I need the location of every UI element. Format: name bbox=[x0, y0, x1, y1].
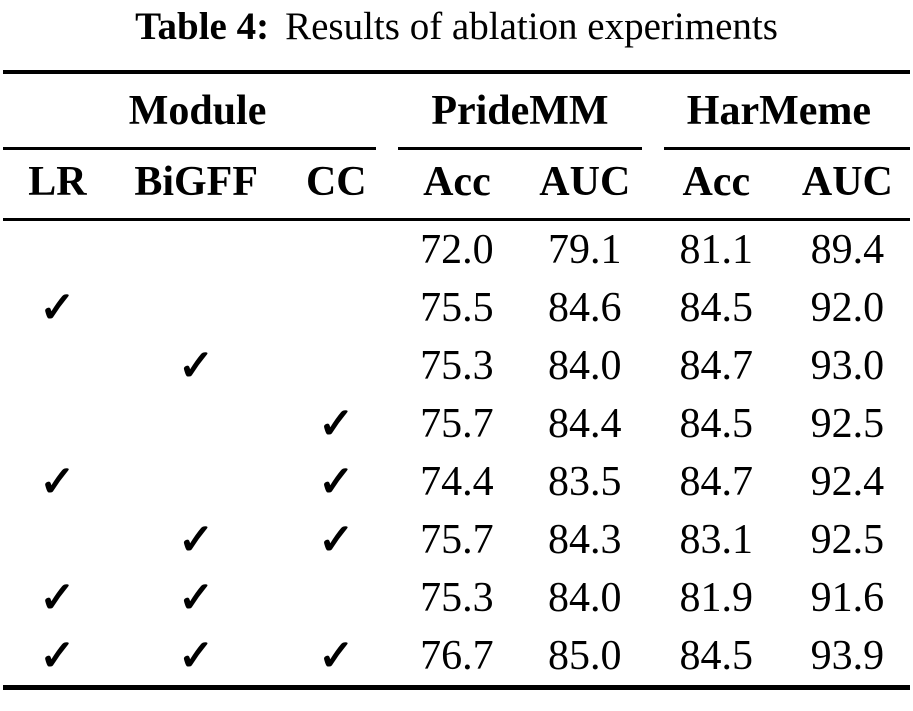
lr-checkmark-cell bbox=[3, 337, 112, 395]
harmeme-group-rule bbox=[663, 147, 910, 151]
harmeme-auc-value: 92.0 bbox=[810, 285, 885, 332]
bigff-checkmark-cell bbox=[112, 453, 281, 511]
cc-checkmark-cell: ✓ bbox=[318, 458, 355, 506]
pridemm-auc-value: 84.3 bbox=[548, 517, 622, 564]
pridemm-acc-value: 76.7 bbox=[420, 633, 494, 680]
pridemm-auc-value: 85.0 bbox=[548, 633, 622, 680]
table-caption-label: Table 4: bbox=[135, 5, 270, 48]
harmeme-acc-value: 84.5 bbox=[679, 285, 754, 332]
lr-checkmark-cell bbox=[3, 220, 112, 280]
pridemm-auc-value: 83.5 bbox=[548, 459, 622, 506]
pridemm-auc-value: 84.6 bbox=[548, 285, 622, 332]
module-group-rule bbox=[3, 147, 377, 151]
table-row: ✓ ✓ 75.7 84.3 83.1 92.5 bbox=[3, 511, 910, 569]
harmeme-acc-value: 83.1 bbox=[679, 517, 754, 564]
cc-checkmark-cell bbox=[281, 279, 393, 337]
pridemm-acc-value: 74.4 bbox=[420, 459, 494, 506]
bigff-checkmark-cell bbox=[112, 279, 281, 337]
pridemm-auc-value: 79.1 bbox=[548, 227, 622, 274]
bigff-checkmark-cell: ✓ bbox=[178, 516, 215, 564]
column-header-lr: LR bbox=[3, 150, 112, 222]
column-group-module-label: Module bbox=[128, 88, 267, 134]
table-row: ✓ 75.3 84.0 84.7 93.0 bbox=[3, 337, 910, 395]
table-caption: Table 4: Results of ablation experiments bbox=[0, 0, 913, 68]
harmeme-auc-value: 92.5 bbox=[810, 401, 885, 448]
lr-checkmark-cell bbox=[3, 395, 112, 453]
harmeme-auc-value: 93.0 bbox=[810, 343, 885, 390]
pridemm-group-rule bbox=[398, 147, 642, 151]
column-header-cc: CC bbox=[280, 150, 393, 222]
bigff-checkmark-cell: ✓ bbox=[178, 342, 215, 390]
table-caption-text: Results of ablation experiments bbox=[285, 5, 778, 48]
table-row: ✓ 75.7 84.4 84.5 92.5 bbox=[3, 395, 910, 453]
table-body: 72.0 79.1 81.1 89.4 ✓ 75.5 84.6 84.5 92.… bbox=[3, 220, 910, 688]
bigff-checkmark-cell bbox=[112, 395, 281, 453]
pridemm-auc-value: 84.0 bbox=[548, 343, 622, 390]
cc-checkmark-cell: ✓ bbox=[318, 516, 355, 564]
harmeme-auc-value: 89.4 bbox=[810, 227, 885, 274]
pridemm-acc-value: 72.0 bbox=[420, 227, 494, 274]
lr-checkmark-cell: ✓ bbox=[39, 458, 76, 506]
bigff-checkmark-cell: ✓ bbox=[178, 574, 215, 622]
column-header-harmeme-auc: AUC bbox=[784, 150, 910, 222]
pridemm-acc-value: 75.3 bbox=[420, 575, 494, 622]
bigff-checkmark-cell bbox=[112, 220, 281, 280]
harmeme-acc-value: 84.7 bbox=[679, 343, 754, 390]
cc-checkmark-cell: ✓ bbox=[318, 400, 355, 448]
pridemm-acc-value: 75.3 bbox=[420, 343, 494, 390]
harmeme-auc-value: 92.5 bbox=[810, 517, 885, 564]
table-row: ✓ ✓ 75.3 84.0 81.9 91.6 bbox=[3, 569, 910, 627]
pridemm-acc-value: 75.7 bbox=[420, 401, 494, 448]
pridemm-auc-value: 84.4 bbox=[548, 401, 622, 448]
cc-checkmark-cell bbox=[281, 569, 393, 627]
lr-checkmark-cell: ✓ bbox=[39, 632, 76, 680]
table-row: 72.0 79.1 81.1 89.4 bbox=[3, 220, 910, 280]
cc-checkmark-cell: ✓ bbox=[318, 632, 355, 680]
column-header-row: LR BiGFF CC Acc AUC Acc AUC bbox=[3, 150, 910, 222]
column-header-pridemm-auc: AUC bbox=[521, 150, 648, 222]
table-row: ✓ ✓ ✓ 76.7 85.0 84.5 93.9 bbox=[3, 627, 910, 688]
table-row: ✓ ✓ 74.4 83.5 84.7 92.4 bbox=[3, 453, 910, 511]
harmeme-acc-value: 81.9 bbox=[679, 575, 754, 622]
cc-checkmark-cell bbox=[281, 220, 393, 280]
lr-checkmark-cell: ✓ bbox=[39, 284, 76, 332]
column-group-harmeme: HarMeme bbox=[648, 72, 910, 151]
harmeme-auc-value: 92.4 bbox=[810, 459, 885, 506]
harmeme-acc-value: 84.5 bbox=[679, 633, 754, 680]
harmeme-auc-value: 93.9 bbox=[810, 633, 885, 680]
lr-checkmark-cell bbox=[3, 511, 112, 569]
harmeme-acc-value: 84.7 bbox=[679, 459, 754, 506]
pridemm-acc-value: 75.5 bbox=[420, 285, 494, 332]
column-header-harmeme-acc: Acc bbox=[647, 150, 785, 222]
column-group-harmeme-label: HarMeme bbox=[686, 88, 872, 134]
column-group-pridemm-label: PrideMM bbox=[431, 88, 609, 134]
column-group-pridemm: PrideMM bbox=[392, 72, 648, 151]
column-header-bigff: BiGFF bbox=[111, 150, 281, 222]
table-row: ✓ 75.5 84.6 84.5 92.0 bbox=[3, 279, 910, 337]
harmeme-auc-value: 91.6 bbox=[810, 575, 885, 622]
bigff-checkmark-cell: ✓ bbox=[178, 632, 215, 680]
table-header: Module PrideMM HarMeme LR BiGFF CC Acc A… bbox=[3, 72, 910, 222]
harmeme-acc-value: 84.5 bbox=[679, 401, 754, 448]
column-group-module: Module bbox=[3, 72, 392, 151]
lr-checkmark-cell: ✓ bbox=[39, 574, 76, 622]
column-group-row: Module PrideMM HarMeme bbox=[3, 72, 910, 151]
ablation-results-table: Module PrideMM HarMeme LR BiGFF CC Acc A… bbox=[3, 70, 910, 691]
column-header-pridemm-acc: Acc bbox=[392, 150, 522, 222]
harmeme-acc-value: 81.1 bbox=[679, 227, 754, 274]
cc-checkmark-cell bbox=[281, 337, 393, 395]
pridemm-auc-value: 84.0 bbox=[548, 575, 622, 622]
pridemm-acc-value: 75.7 bbox=[420, 517, 494, 564]
